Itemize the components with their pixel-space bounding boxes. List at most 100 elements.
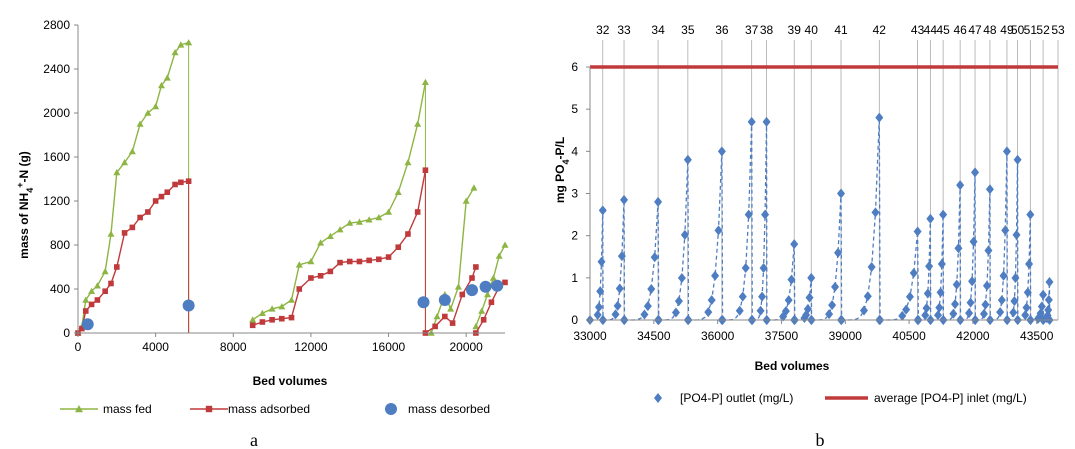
panel-a-y-tick-label: 1600 [43, 150, 70, 164]
panel-a-legend: mass fed mass adsorbed mass desorbed [60, 402, 490, 416]
outlet-point [898, 310, 907, 321]
series-mass-adsorbed-point [88, 301, 95, 308]
outlet-point [1001, 225, 1010, 236]
series-mass-desorbed-point [491, 279, 504, 292]
panel-b-y-tick-label: 6 [571, 60, 578, 74]
outlet-point [969, 236, 978, 247]
series-mass-adsorbed-line [77, 180, 189, 334]
outlet-point [738, 291, 747, 302]
outlet-point [613, 300, 622, 311]
outlet-point [759, 263, 768, 274]
outlet-point [999, 270, 1008, 281]
cycle-label: 38 [760, 23, 774, 37]
panel-b-plot-area [586, 40, 1059, 325]
outlet-point [683, 154, 692, 165]
series-mass-adsorbed-point [259, 319, 266, 325]
cycle-label: 37 [745, 23, 759, 37]
outlet-point [674, 296, 683, 307]
series-mass-fed-point [478, 307, 486, 314]
series-mass-fed-point [414, 120, 422, 127]
outlet-point [807, 272, 816, 283]
panel-b-y-tick-label: 2 [571, 229, 578, 243]
legend-outlet-marker [654, 393, 662, 403]
legend-mass-adsorbed-label: mass adsorbed [228, 402, 310, 416]
outlet-point [803, 303, 812, 314]
outlet-point [1044, 294, 1053, 305]
series-mass-adsorbed-point [459, 291, 466, 298]
series-mass-fed-point [472, 322, 480, 330]
series-mass-adsorbed-point [337, 259, 343, 266]
outlet-point [756, 305, 765, 316]
series-mass-adsorbed-point [480, 317, 487, 323]
panel-b-legend: [PO4-P] outlet (mg/L) average [PO4-P] inl… [654, 391, 1027, 405]
panel-b-y-tick-label: 5 [571, 102, 578, 116]
series-mass-fed-point [101, 267, 109, 275]
outlet-point [996, 307, 1005, 318]
series-mass-fed-point [295, 261, 303, 268]
series-mass-fed-point [489, 274, 497, 281]
panel-b-xlabel: Bed volumes [755, 359, 830, 373]
outlet-point [952, 279, 961, 290]
outlet-point [598, 205, 607, 216]
outlet-point [867, 261, 876, 272]
series-mass-adsorbed-point [121, 230, 128, 236]
panel-b-y-tick-label: 0 [571, 313, 578, 327]
outlet-point [758, 291, 767, 302]
panel-a-x-tick-label: 0 [75, 340, 82, 354]
cycle-label: 35 [681, 23, 695, 37]
series-mass-adsorbed-point [249, 322, 256, 329]
series-mass-adsorbed-point [488, 299, 495, 305]
outlet-curve [721, 121, 753, 321]
cycle-label: 47 [968, 23, 982, 37]
outlet-point [981, 299, 990, 310]
panel-b-x-tick-label: 34500 [637, 329, 671, 343]
series-mass-fed-point [501, 241, 509, 248]
cycle-label: 44 [924, 23, 938, 37]
legend-mass-desorbed-marker [385, 403, 397, 415]
outlet-point [913, 226, 922, 237]
outlet-point [593, 309, 602, 320]
outlet-point [966, 297, 975, 308]
panel-a-xlabel: Bed volumes [253, 374, 328, 388]
outlet-point [615, 283, 624, 294]
outlet-point [735, 305, 744, 316]
outlet-point [937, 258, 946, 269]
outlet-point [939, 209, 948, 220]
series-mass-adsorbed-point [366, 257, 372, 264]
outlet-point [640, 309, 649, 320]
series-mass-desorbed-point [438, 294, 451, 306]
outlet-point [837, 188, 846, 199]
cycle-label: 40 [805, 23, 819, 37]
outlet-point [1012, 229, 1021, 240]
series-mass-adsorbed-point [278, 315, 285, 322]
outlet-point [677, 272, 686, 283]
outlet-point [971, 167, 980, 178]
series-mass-adsorbed-point [137, 214, 143, 221]
outlet-point [909, 267, 918, 278]
panel-a-y-tick-label: 1200 [43, 194, 70, 208]
outlet-point [863, 291, 872, 302]
series-mass-fed-point [107, 230, 115, 237]
series-mass-fed-point [288, 296, 295, 303]
cycle-label: 45 [936, 23, 950, 37]
series-mass-adsorbed-point [308, 275, 314, 281]
panel-a-x-tick-label: 16000 [372, 340, 406, 354]
series-mass-adsorbed-point [422, 167, 429, 173]
series-mass-desorbed-point [479, 280, 492, 293]
series-mass-adsorbed-point [449, 320, 456, 326]
outlet-point [784, 295, 793, 306]
outlet-point [935, 302, 944, 313]
series-mass-adsorbed-point [502, 279, 508, 286]
outlet-curve [624, 201, 660, 321]
series-mass-fed-point [326, 232, 334, 239]
outlet-point [1002, 146, 1011, 157]
series-mass-desorbed-point [81, 318, 94, 331]
series-mass-adsorbed-point [114, 264, 120, 270]
series-mass-desorbed-point [182, 299, 195, 312]
outlet-point [984, 245, 993, 256]
outlet-point [831, 281, 840, 292]
outlet-point [781, 306, 790, 317]
outlet-point [741, 263, 750, 274]
